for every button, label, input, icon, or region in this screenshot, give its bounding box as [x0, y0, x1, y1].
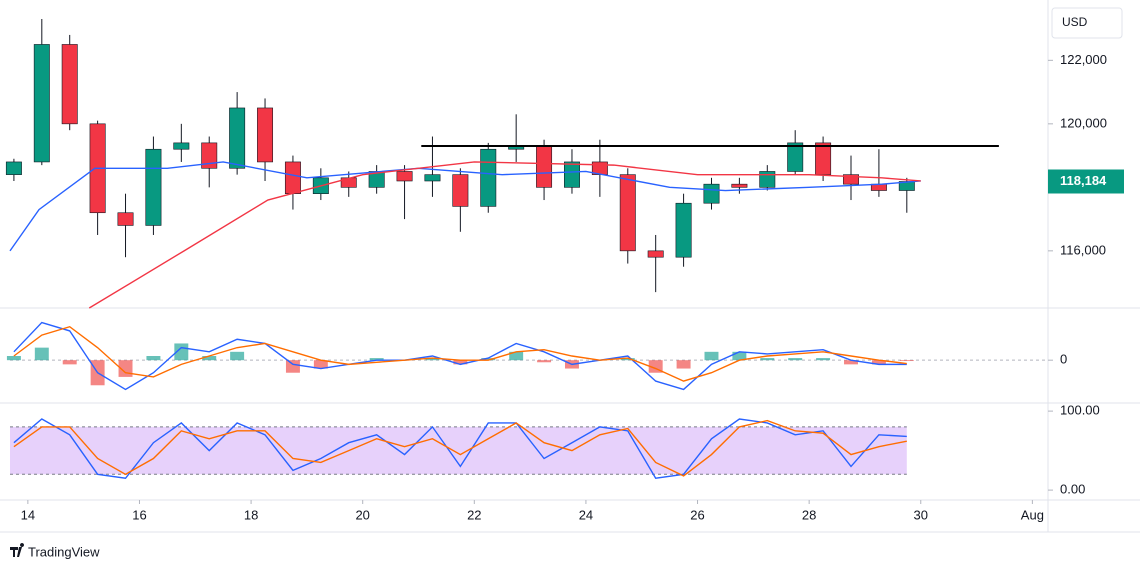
histogram-bar — [899, 360, 914, 362]
x-tick-label: 16 — [132, 507, 146, 522]
histogram-bar — [732, 351, 747, 361]
histogram-bar — [676, 360, 691, 369]
y-tick-label: 0 — [1060, 352, 1067, 367]
y-tick-label: 100.00 — [1060, 403, 1100, 418]
x-tick-label: 30 — [914, 507, 928, 522]
candle-body — [675, 202, 692, 258]
last-price-box — [1048, 169, 1124, 194]
histogram-bar — [313, 360, 328, 369]
candle-body — [424, 174, 441, 182]
x-tick-label: 24 — [579, 507, 593, 522]
y-tick-label: 120,000 — [1060, 115, 1107, 130]
candle-body — [619, 174, 636, 252]
candle-body — [5, 161, 22, 175]
x-tick-label: Aug — [1021, 507, 1044, 522]
stochastic-line — [13, 418, 907, 480]
candle-body — [257, 107, 274, 163]
histogram-bar — [202, 356, 217, 361]
histogram-bar — [230, 351, 245, 361]
candle-body — [843, 174, 859, 185]
candle-body — [117, 212, 134, 226]
x-tick-label: 28 — [802, 507, 816, 522]
candle-body — [759, 171, 776, 188]
candle-body — [33, 44, 50, 163]
x-tick-label: 18 — [244, 507, 258, 522]
y-tick-label: 116,000 — [1060, 242, 1106, 257]
histogram-bar — [537, 360, 552, 363]
histogram-bar — [871, 360, 886, 365]
currency: USD — [1062, 15, 1088, 29]
histogram-bar — [285, 360, 300, 373]
histogram-bar — [6, 356, 21, 361]
candle-body — [201, 142, 218, 169]
y-tick-label: 122,000 — [1060, 52, 1107, 67]
candle-body — [173, 142, 190, 150]
stochastic-line — [13, 419, 907, 477]
y-tick-label: 0.00 — [1060, 482, 1085, 497]
logo: TradingView — [10, 543, 100, 559]
candle-body — [563, 161, 580, 188]
macd-line — [13, 325, 907, 382]
candle-body — [145, 148, 162, 226]
candle-body — [480, 148, 497, 207]
x-tick-label: 26 — [690, 507, 704, 522]
histogram-bar — [34, 347, 49, 361]
last-price-label: 118,184 — [1060, 173, 1107, 188]
candle-body — [452, 174, 469, 207]
histogram-bar — [704, 351, 719, 361]
histogram-bar — [62, 360, 77, 365]
moving-average — [9, 161, 921, 252]
candle-body — [815, 142, 832, 175]
candle-body — [396, 171, 413, 182]
candle-body — [647, 250, 664, 258]
histogram-bar — [425, 358, 440, 361]
candle-body — [731, 183, 748, 188]
histogram-bar — [788, 358, 803, 361]
candle-body — [284, 161, 301, 194]
brand: TradingView — [28, 544, 100, 559]
band-fill — [10, 426, 907, 475]
moving-average — [88, 161, 921, 309]
histogram-bar — [816, 358, 831, 361]
candle-body — [229, 107, 246, 169]
histogram-bar — [620, 358, 635, 361]
x-tick-label: 20 — [355, 507, 369, 522]
histogram-bar — [146, 356, 161, 361]
candle-body — [536, 145, 553, 188]
histogram-bar — [844, 360, 858, 365]
candle-body — [787, 142, 804, 172]
candle-body — [61, 44, 78, 125]
histogram-bar — [369, 358, 384, 361]
histogram-bar — [509, 351, 524, 361]
candle-body — [703, 183, 720, 204]
histogram-bar — [760, 358, 775, 361]
currency-box — [1051, 7, 1123, 39]
x-tick-label: 14 — [21, 507, 35, 522]
histogram-bar — [453, 360, 468, 365]
macd-line — [13, 321, 907, 391]
histogram-bar — [481, 358, 496, 361]
x-tick-label: 22 — [467, 507, 481, 522]
